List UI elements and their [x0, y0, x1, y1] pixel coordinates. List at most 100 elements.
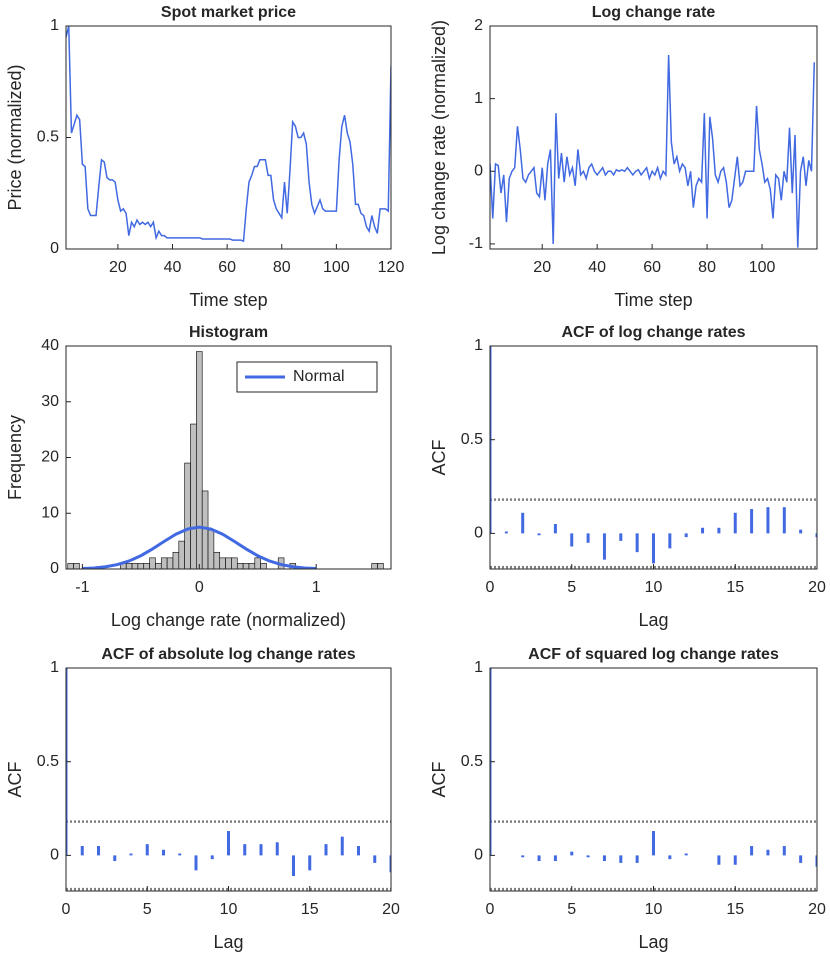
histogram-bar: [196, 351, 203, 569]
chart-title: Histogram: [189, 324, 268, 341]
y-tick-label: 1: [50, 17, 59, 34]
y-tick-label: 2: [474, 17, 483, 34]
x-tick-label: 20: [808, 901, 826, 918]
y-axis-label: ACF: [5, 761, 25, 797]
histogram-bar: [219, 557, 226, 569]
x-tick-label: 10: [220, 901, 238, 918]
x-tick-label: 20: [382, 901, 400, 918]
y-tick-label: -1: [469, 235, 483, 252]
panel: 20 40 60 80 100 120 0 0.5 1 Spot market price Time…: [5, 4, 405, 310]
x-axis-label: Lag: [638, 610, 668, 630]
x-axis-label: Lag: [638, 932, 668, 952]
histogram-bar: [73, 563, 80, 569]
histogram-bar: [137, 563, 145, 569]
y-axis-label: ACF: [429, 761, 449, 797]
x-tick-label: 10: [645, 901, 663, 918]
y-axis-label: Log change rate (normalized): [429, 20, 449, 255]
axes-frame: [65, 25, 392, 250]
histogram-bar: [184, 462, 191, 569]
y-tick-label: 0: [50, 240, 59, 257]
histogram-bar: [225, 557, 232, 569]
histogram-bar: [260, 563, 267, 569]
panel: 20 40 60 80 100 -1 0 1 2 Log change rate Time step…: [429, 4, 818, 310]
panel: 0 5 10 15 20 0 0.5 1 ACF of absolute log change …: [5, 646, 400, 952]
y-axis-label: Frequency: [5, 415, 25, 500]
y-axis-label: ACF: [429, 439, 449, 475]
x-tick-label: 0: [195, 579, 204, 596]
x-axis-label: Lag: [213, 932, 243, 952]
y-tick-label: 20: [41, 449, 59, 466]
y-tick-label: 10: [41, 504, 59, 521]
x-tick-label: 100: [749, 259, 776, 276]
plot-area: [490, 346, 817, 569]
x-axis-label: Time step: [614, 290, 692, 310]
chart-title: ACF of log change rates: [561, 324, 745, 341]
legend-label: Normal: [293, 368, 345, 385]
histogram-bar: [231, 557, 238, 569]
histogram-bar: [190, 423, 197, 569]
fit-line: [82, 525, 317, 569]
x-tick-label: 15: [726, 901, 744, 918]
axes-frame: [489, 25, 818, 250]
y-tick-label: 0: [474, 847, 483, 864]
histogram-bar: [377, 563, 384, 569]
plot-area: [66, 26, 391, 243]
x-tick-label: 60: [218, 259, 236, 276]
y-tick-label: 30: [41, 393, 59, 410]
panel: 0 5 10 15 20 0 0.5 1 ACF of log change rates Lag A…: [429, 324, 826, 630]
x-tick-label: 5: [567, 579, 576, 596]
x-tick-label: 0: [486, 579, 495, 596]
x-tick-label: 100: [323, 259, 350, 276]
y-tick-label: 1: [474, 659, 483, 676]
x-tick-label: 120: [378, 259, 405, 276]
histogram-bar: [125, 563, 133, 569]
x-tick-label: 5: [143, 901, 152, 918]
y-tick-label: 0: [474, 525, 483, 542]
histogram-bar: [242, 563, 250, 569]
x-axis-label: Time step: [189, 290, 267, 310]
histogram-bar: [213, 551, 221, 569]
y-tick-label: 1: [50, 659, 59, 676]
y-tick-label: 40: [41, 337, 59, 354]
histogram-bar: [166, 557, 174, 569]
histogram-bar: [371, 563, 378, 569]
line-series: [66, 26, 391, 243]
plot-area: [490, 668, 817, 891]
y-tick-label: 0.5: [461, 753, 483, 770]
panel: 0 5 10 15 20 0 0.5 1 ACF of squared log change r…: [429, 646, 826, 952]
x-tick-label: 15: [726, 579, 744, 596]
x-tick-label: 20: [533, 259, 551, 276]
x-axis-label: Log change rate (normalized): [111, 610, 346, 630]
x-tick-label: 60: [643, 259, 661, 276]
x-tick-label: 80: [698, 259, 716, 276]
histogram-bar: [248, 563, 256, 569]
x-tick-label: 15: [301, 901, 319, 918]
x-tick-label: 40: [164, 259, 182, 276]
histogram-bar: [172, 551, 180, 569]
histogram-bar: [254, 557, 261, 569]
y-tick-label: 0: [474, 162, 483, 179]
histogram-bar: [131, 563, 139, 569]
histogram-bar: [160, 557, 168, 569]
plot-area: [66, 668, 391, 891]
chart-title: ACF of absolute log change rates: [101, 646, 355, 663]
x-tick-label: 40: [588, 259, 606, 276]
x-tick-label: 80: [273, 259, 291, 276]
y-tick-label: 0.5: [37, 753, 59, 770]
x-tick-label: 10: [645, 579, 663, 596]
y-tick-label: 0.5: [37, 129, 59, 146]
y-tick-label: 0.5: [461, 431, 483, 448]
histogram-bar: [67, 563, 74, 569]
y-tick-label: 0: [50, 560, 59, 577]
histogram-bar: [207, 529, 215, 569]
chart-title: Log change rate: [592, 4, 716, 21]
chart-title: Spot market price: [161, 4, 296, 21]
x-tick-label: 5: [567, 901, 576, 918]
histogram-bar: [236, 563, 244, 569]
histogram-bar: [149, 557, 156, 569]
x-tick-label: 0: [62, 901, 71, 918]
y-tick-label: 1: [474, 337, 483, 354]
x-tick-label: 20: [109, 259, 127, 276]
